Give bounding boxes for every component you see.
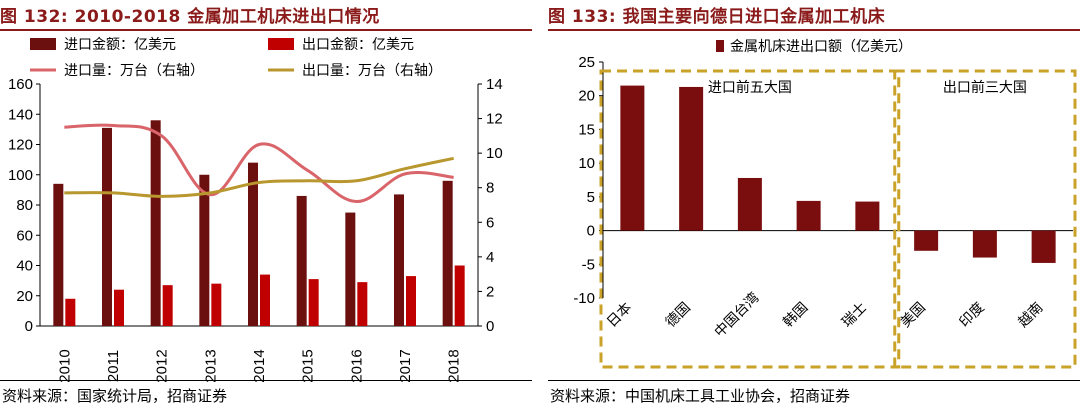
category-label: 韩国 bbox=[780, 300, 811, 331]
left-y-tick-label: 160 bbox=[8, 76, 33, 93]
bar-import bbox=[199, 174, 210, 326]
y-tick-label: -10 bbox=[573, 290, 595, 307]
legend-swatch bbox=[716, 40, 724, 52]
bar-import bbox=[102, 127, 112, 326]
bar-import bbox=[296, 195, 307, 326]
right-source: 资料来源：中国机床工具工业协会，招商证券 bbox=[550, 387, 851, 405]
category-label: 中国台湾 bbox=[711, 289, 763, 341]
left-y-tick-label: 100 bbox=[8, 167, 33, 184]
annotation-label: 进口前五大国 bbox=[708, 79, 792, 96]
y-tick-label: 0 bbox=[587, 223, 595, 240]
right-figure-title: 图 133: 我国主要向德日进口金属加工机床 bbox=[548, 7, 886, 27]
bar-import bbox=[150, 120, 161, 326]
x-tick-label: 2012 bbox=[154, 349, 171, 382]
left-source-rule bbox=[0, 380, 532, 381]
legend-label-2: 出口金额：亿美元 bbox=[302, 37, 414, 53]
right-y-tick-label: 6 bbox=[486, 214, 494, 231]
x-tick-label: 2010 bbox=[56, 349, 73, 382]
bar-export bbox=[114, 289, 124, 326]
right-y-tick-label: 4 bbox=[486, 249, 494, 266]
x-tick-label: 2018 bbox=[446, 349, 463, 382]
bar-export bbox=[65, 298, 76, 326]
x-tick-label: 2014 bbox=[251, 349, 268, 382]
export-volume-line bbox=[64, 156, 454, 198]
legend-label-3: 进口量：万台（右轴） bbox=[64, 63, 204, 79]
right-chart: 金属机床进出口额（亿美元） -10 -5 0 5 10 15 20 25 日本 德国 中国台湾 韩国 瑞士… bbox=[573, 39, 1077, 369]
right-y-tick-label: 14 bbox=[486, 76, 503, 93]
left-source: 资料来源：国家统计局，招商证券 bbox=[2, 387, 228, 405]
right-title-rule bbox=[548, 29, 1080, 31]
left-y-tick-label: 120 bbox=[8, 137, 33, 154]
bar-import bbox=[53, 183, 64, 326]
left-title-rule bbox=[0, 29, 532, 31]
bar bbox=[972, 230, 997, 258]
category-label: 越南 bbox=[1015, 300, 1046, 331]
bar-export bbox=[162, 285, 173, 326]
legend-swatch-2 bbox=[268, 38, 294, 50]
bar-import bbox=[248, 162, 258, 326]
bar-import bbox=[345, 212, 356, 326]
y-tick-label: 10 bbox=[578, 155, 595, 172]
bar bbox=[914, 230, 939, 251]
right-figure: 图 133: 我国主要向德日进口金属加工机床 金属机床进出口额（亿美元） -10 -… bbox=[548, 0, 1080, 410]
bar bbox=[620, 85, 645, 231]
y-tick-label: 15 bbox=[578, 121, 595, 138]
x-tick-label: 2017 bbox=[397, 349, 414, 382]
left-figure: 图 132: 2010-2018 金属加工机床进出口情况 进口金额：亿美元 出口金… bbox=[0, 0, 532, 410]
y-tick-label: 20 bbox=[578, 88, 595, 105]
left-y-tick-label: 40 bbox=[16, 258, 33, 275]
bar-import bbox=[442, 180, 453, 326]
y-tick-label: 25 bbox=[578, 54, 595, 71]
bar bbox=[737, 177, 762, 231]
x-tick-label: 2015 bbox=[300, 349, 317, 382]
bar bbox=[1031, 230, 1056, 263]
bar bbox=[679, 86, 704, 231]
left-y-tick-label: 60 bbox=[16, 227, 33, 244]
left-figure-title: 图 132: 2010-2018 金属加工机床进出口情况 bbox=[0, 7, 380, 27]
bar-export bbox=[454, 265, 465, 326]
left-y-tick-label: 80 bbox=[16, 197, 33, 214]
bar-export bbox=[406, 276, 416, 326]
left-y-tick-label: 20 bbox=[16, 288, 33, 305]
right-y-tick-label: 8 bbox=[486, 180, 494, 197]
legend-label-1: 进口金额：亿美元 bbox=[64, 37, 176, 53]
legend-label: 金属机床进出口额（亿美元） bbox=[730, 39, 912, 55]
category-label: 美国 bbox=[898, 300, 929, 331]
x-tick-label: 2016 bbox=[348, 349, 365, 382]
right-y-tick-label: 12 bbox=[486, 111, 503, 128]
category-label: 日本 bbox=[604, 300, 635, 331]
bar bbox=[855, 201, 880, 231]
annotation-box bbox=[599, 69, 901, 369]
category-label: 瑞士 bbox=[839, 300, 870, 331]
category-label: 印度 bbox=[956, 300, 987, 331]
bar-export bbox=[357, 282, 368, 326]
annotation-label: 出口前三大国 bbox=[943, 79, 1027, 96]
right-y-tick-label: 2 bbox=[486, 283, 494, 300]
import-volume-line bbox=[64, 123, 454, 204]
legend-label-4: 出口量：万台（右轴） bbox=[302, 63, 442, 79]
category-label: 德国 bbox=[663, 300, 694, 331]
y-tick-label: -5 bbox=[582, 256, 595, 273]
legend-swatch-1 bbox=[30, 38, 56, 50]
bar-export bbox=[211, 283, 222, 326]
y-tick-label: 5 bbox=[587, 189, 595, 206]
x-tick-label: 2013 bbox=[202, 349, 219, 382]
bar-export bbox=[308, 279, 319, 326]
right-y-tick-label: 10 bbox=[486, 145, 503, 162]
annotation-box bbox=[893, 69, 1077, 369]
bar bbox=[796, 200, 821, 231]
bar-import bbox=[394, 194, 404, 326]
right-source-rule bbox=[548, 380, 1080, 381]
right-y-tick-label: 0 bbox=[486, 318, 494, 335]
bar-export bbox=[260, 274, 270, 326]
left-y-tick-label: 0 bbox=[25, 318, 33, 335]
left-y-tick-label: 140 bbox=[8, 106, 33, 123]
x-tick-label: 2011 bbox=[105, 350, 122, 382]
